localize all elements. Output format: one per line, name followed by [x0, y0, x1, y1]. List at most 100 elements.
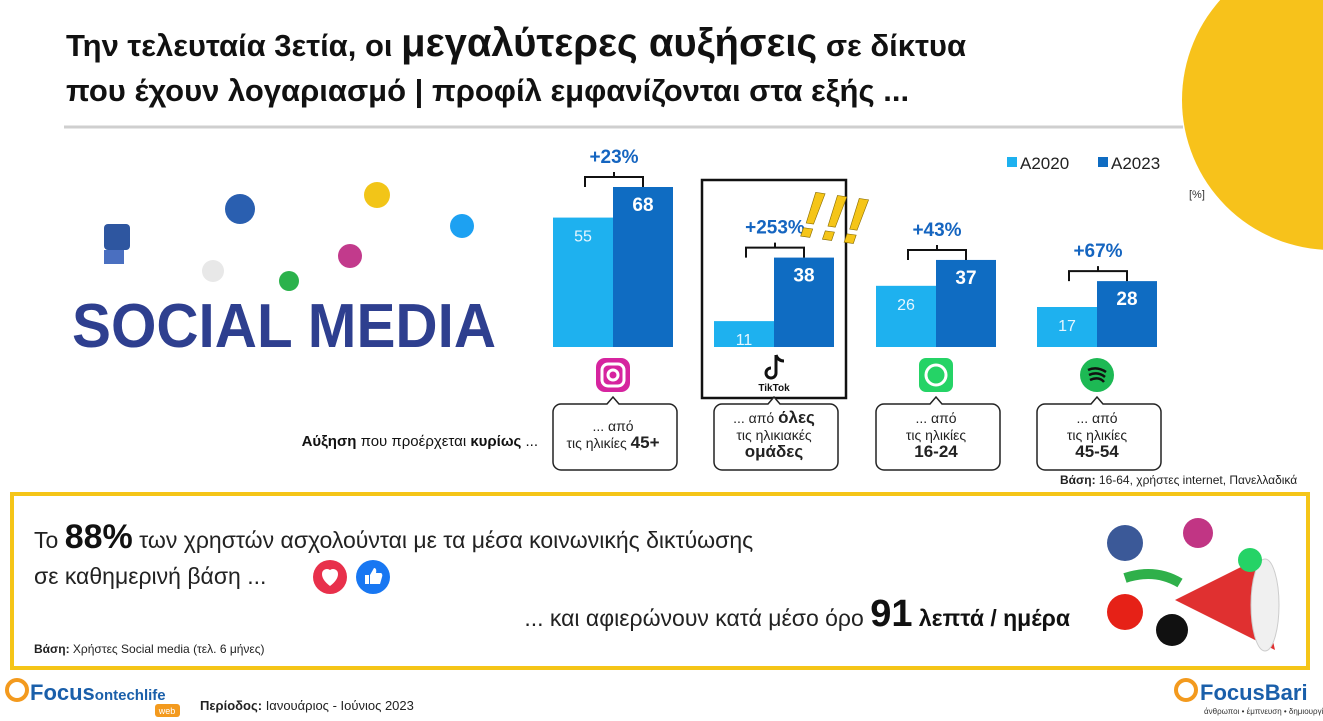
logo-mark — [1174, 678, 1198, 702]
base-note-part: Βάση: — [1060, 473, 1096, 487]
bar — [613, 187, 673, 347]
growth-bracket — [584, 172, 644, 187]
base-note: Βάση: 16-64, χρήστες internet, Πανελλαδι… — [1060, 473, 1297, 487]
callout-line-part: 45-54 — [1075, 442, 1119, 461]
value-label: 28 — [1116, 289, 1137, 310]
value-label: 38 — [793, 266, 814, 287]
callout-line: ... από — [592, 418, 633, 434]
title-line-part: σε δίκτυα — [817, 28, 966, 63]
value-label: 37 — [955, 268, 976, 289]
icon — [1089, 377, 1105, 383]
lead-label-part: ... — [521, 433, 538, 450]
callout-line-part: 45+ — [631, 433, 660, 452]
legend-label: A2023 — [1111, 154, 1160, 173]
callout-line-part: ομάδες — [745, 442, 804, 461]
icon — [1088, 372, 1106, 378]
title-line-part: που έχουν λογαριασμό | προφίλ εμφανίζοντ… — [66, 73, 909, 108]
growth-label: +43% — [912, 220, 961, 241]
summary-line-part: Το — [34, 527, 65, 553]
summary-line: Το 88% των χρηστών ασχολούνται με τα μέσ… — [34, 518, 753, 556]
footer-tagline: άνθρωποι • έμπνευση • δημιουργία — [1204, 707, 1323, 716]
base-note-part: Βάση: — [34, 642, 70, 656]
legend-swatch — [1098, 157, 1108, 167]
summary-line-part: των χρηστών ασχολούνται με τα μέσα κοινω… — [133, 527, 753, 553]
callout — [713, 395, 839, 471]
footer-period-part: Ιανουάριος - Ιούνιος 2023 — [262, 698, 414, 713]
icon — [600, 362, 626, 388]
growth-label: +253% — [745, 218, 805, 239]
unit-label: [%] — [1189, 189, 1205, 201]
icon — [606, 368, 620, 382]
callout — [1036, 395, 1162, 471]
lead-label-part: Αύξηση — [302, 433, 357, 450]
value-label: 11 — [736, 332, 753, 349]
icon — [1087, 367, 1107, 374]
value-label: 26 — [897, 297, 915, 314]
bar — [936, 259, 996, 347]
illustration-decor — [104, 182, 474, 291]
corner-circle — [1182, 0, 1323, 250]
web-badge-bg — [155, 704, 180, 717]
icon — [1080, 358, 1114, 392]
bar — [876, 285, 936, 347]
bar — [714, 321, 774, 347]
value-label: 17 — [1058, 318, 1076, 335]
footer-logo-part: Focus — [30, 680, 95, 705]
callout-line-part: τις ηλικιακές — [736, 427, 812, 443]
megaphone-illustration — [1107, 518, 1280, 652]
bar — [553, 217, 613, 347]
bar — [1037, 307, 1097, 347]
footer-badge: web — [158, 706, 176, 716]
growth-bracket — [1068, 266, 1128, 282]
footer-logo: Focusontechlife — [30, 680, 166, 705]
callout — [875, 395, 1001, 471]
title-line-part: Την τελευταία 3ετία, οι — [66, 28, 401, 63]
value-label: 55 — [574, 229, 592, 246]
callout-line-part: ... από — [915, 410, 956, 426]
growth-bracket — [745, 242, 805, 258]
icon — [919, 358, 953, 392]
summary-line: ... και αφιερώνουν κατά μέσο όρο 91 λεπτ… — [524, 593, 1070, 635]
title-line-part: μεγαλύτερες αυξήσεις — [401, 21, 817, 65]
base-note-part: Χρήστες Social media (τελ. 6 μήνες) — [70, 642, 265, 656]
summary-line-part: σε καθημερινή βάση ... — [34, 563, 266, 589]
callout-line: ομάδες — [745, 442, 804, 461]
callout-line-part: τις ηλικίες — [1067, 427, 1128, 443]
callout-line: τις ηλικιακές — [736, 427, 812, 443]
icon — [764, 354, 785, 380]
callout-line-part: τις ηλικίες — [566, 435, 630, 451]
footer-logo-part: ontechlife — [95, 687, 166, 704]
summary-line-part: 91 — [870, 593, 912, 635]
callout-line: ... από — [1076, 410, 1117, 426]
callout-line: τις ηλικίες 45+ — [566, 433, 659, 452]
callout-line: τις ηλικίες — [1067, 427, 1128, 443]
illustration-text: SOCIAL MEDIA — [72, 292, 496, 361]
value-label: 68 — [632, 195, 653, 216]
summary-line-part: 88% — [65, 518, 133, 556]
reaction-icons — [313, 560, 390, 594]
title-line: Την τελευταία 3ετία, οι μεγαλύτερες αυξή… — [66, 21, 966, 65]
highlight-note: !!! — [796, 176, 872, 258]
legend-label: A2020 — [1020, 154, 1069, 173]
callout-line: 16-24 — [914, 442, 958, 461]
callout-line: τις ηλικίες — [906, 427, 967, 443]
callout-line-part: όλες — [778, 408, 815, 427]
bar — [1097, 281, 1157, 347]
category-label: TikTok — [758, 383, 790, 394]
bar — [774, 257, 834, 347]
footer-period-part: Περίοδος: — [200, 698, 262, 713]
callout-line: ... από όλες — [733, 408, 815, 427]
growth-bracket — [907, 244, 967, 260]
base-note: Βάση: Χρήστες Social media (τελ. 6 μήνες… — [34, 642, 265, 656]
summary-box — [10, 492, 1310, 670]
callout-line: 45-54 — [1075, 442, 1119, 461]
callout-line: ... από — [915, 410, 956, 426]
base-note-part: 16-64, χρήστες internet, Πανελλαδικά — [1096, 473, 1298, 487]
logo-mark — [5, 678, 29, 702]
callout-line-part: 16-24 — [914, 442, 958, 461]
title-line: που έχουν λογαριασμό | προφίλ εμφανίζοντ… — [66, 73, 909, 108]
footer-logo: FocusBari — [1200, 680, 1308, 705]
lead-label-part: που προέρχεται — [356, 433, 470, 450]
footer-period: Περίοδος: Ιανουάριος - Ιούνιος 2023 — [200, 698, 414, 713]
